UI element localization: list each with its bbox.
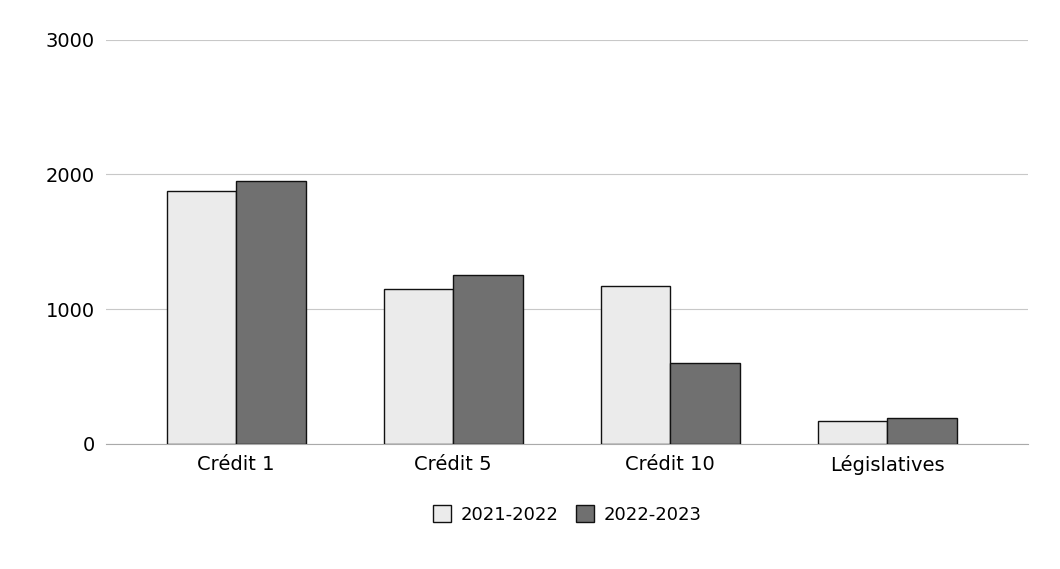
Bar bbox=[166, 191, 236, 444]
Legend: 2021-2022, 2022-2023: 2021-2022, 2022-2023 bbox=[434, 505, 701, 523]
Bar bbox=[817, 421, 887, 444]
Bar bbox=[236, 181, 305, 444]
Bar bbox=[384, 289, 454, 444]
Bar bbox=[601, 286, 670, 444]
Bar bbox=[670, 363, 740, 444]
Bar bbox=[454, 275, 523, 444]
Bar bbox=[887, 418, 956, 444]
